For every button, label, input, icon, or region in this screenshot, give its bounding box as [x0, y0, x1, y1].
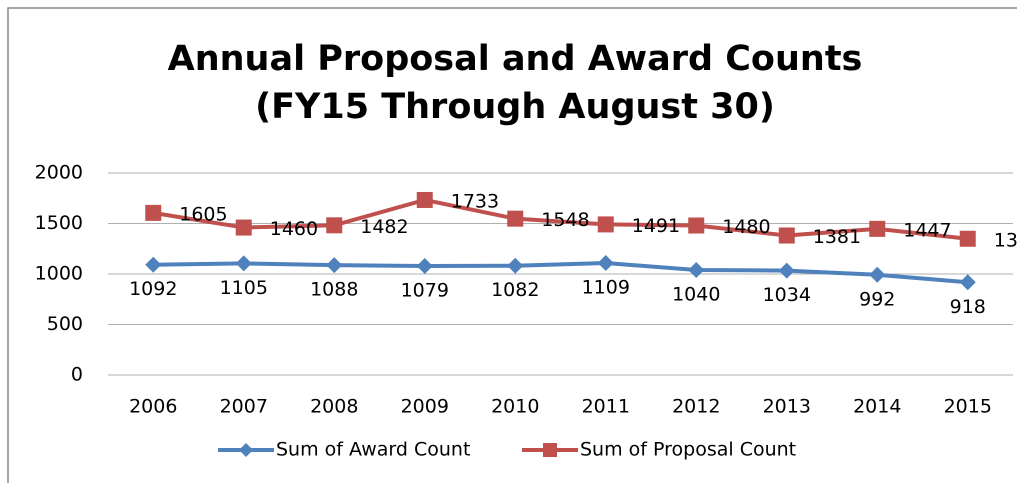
data-label: 1082	[491, 279, 539, 301]
marker	[869, 220, 886, 237]
marker	[959, 274, 976, 291]
marker	[235, 255, 252, 272]
data-label: 1092	[129, 278, 177, 300]
chart-subtitle: (FY15 Through August 30)	[255, 87, 775, 127]
y-tick-label: 1500	[35, 212, 83, 234]
data-label: 992	[859, 288, 895, 310]
chart-frame	[7, 7, 1017, 483]
series-line	[152, 197, 968, 241]
y-tick-label: 1000	[35, 263, 83, 285]
data-label: 1733	[451, 190, 499, 212]
x-tick-label: 2006	[129, 396, 177, 418]
marker	[326, 217, 343, 234]
x-tick-label: 2010	[491, 396, 539, 418]
data-label: 1480	[722, 216, 770, 238]
marker	[688, 217, 705, 234]
x-tick-label: 2013	[763, 396, 811, 418]
y-tick-label: 500	[47, 313, 83, 335]
series-line	[153, 260, 968, 285]
data-label: 918	[950, 296, 986, 318]
data-label: 1105	[220, 277, 268, 299]
legend-label: Sum of Award Count	[276, 439, 470, 461]
marker	[507, 257, 524, 274]
marker	[869, 266, 886, 283]
data-label: 1079	[401, 280, 449, 302]
x-tick-label: 2014	[853, 396, 901, 418]
marker	[959, 230, 976, 247]
marker	[778, 262, 795, 279]
marker	[597, 254, 614, 271]
x-tick-label: 2015	[944, 396, 992, 418]
marker	[145, 256, 162, 273]
data-label: 1381	[813, 226, 861, 248]
marker	[416, 258, 433, 275]
data-label: 1109	[582, 276, 630, 298]
x-tick-label: 2012	[672, 396, 720, 418]
y-tick-label: 0	[71, 364, 83, 386]
marker	[778, 227, 795, 244]
data-label: 1349	[994, 229, 1017, 251]
marker	[688, 261, 705, 278]
marker	[416, 191, 433, 208]
y-tick-label: 2000	[35, 162, 83, 184]
data-label: 1088	[310, 279, 358, 301]
data-label: 1491	[632, 215, 680, 237]
data-label: 1482	[360, 216, 408, 238]
legend-label: Sum of Proposal Count	[580, 439, 796, 461]
marker	[145, 204, 162, 221]
data-label: 1460	[270, 218, 318, 240]
marker	[235, 219, 252, 236]
legend-marker	[239, 443, 253, 457]
x-tick-label: 2009	[401, 396, 449, 418]
x-tick-label: 2008	[310, 396, 358, 418]
chart-title: Annual Proposal and Award Counts	[168, 39, 863, 79]
marker	[507, 210, 524, 227]
data-label: 1605	[179, 203, 227, 225]
marker	[326, 257, 343, 274]
data-label: 1548	[541, 209, 589, 231]
x-tick-label: 2007	[220, 396, 268, 418]
data-label: 1034	[763, 284, 811, 306]
data-label: 1040	[672, 283, 720, 305]
data-label: 1447	[903, 219, 951, 241]
x-tick-label: 2011	[582, 396, 630, 418]
legend-marker	[543, 443, 557, 457]
marker	[597, 216, 614, 233]
